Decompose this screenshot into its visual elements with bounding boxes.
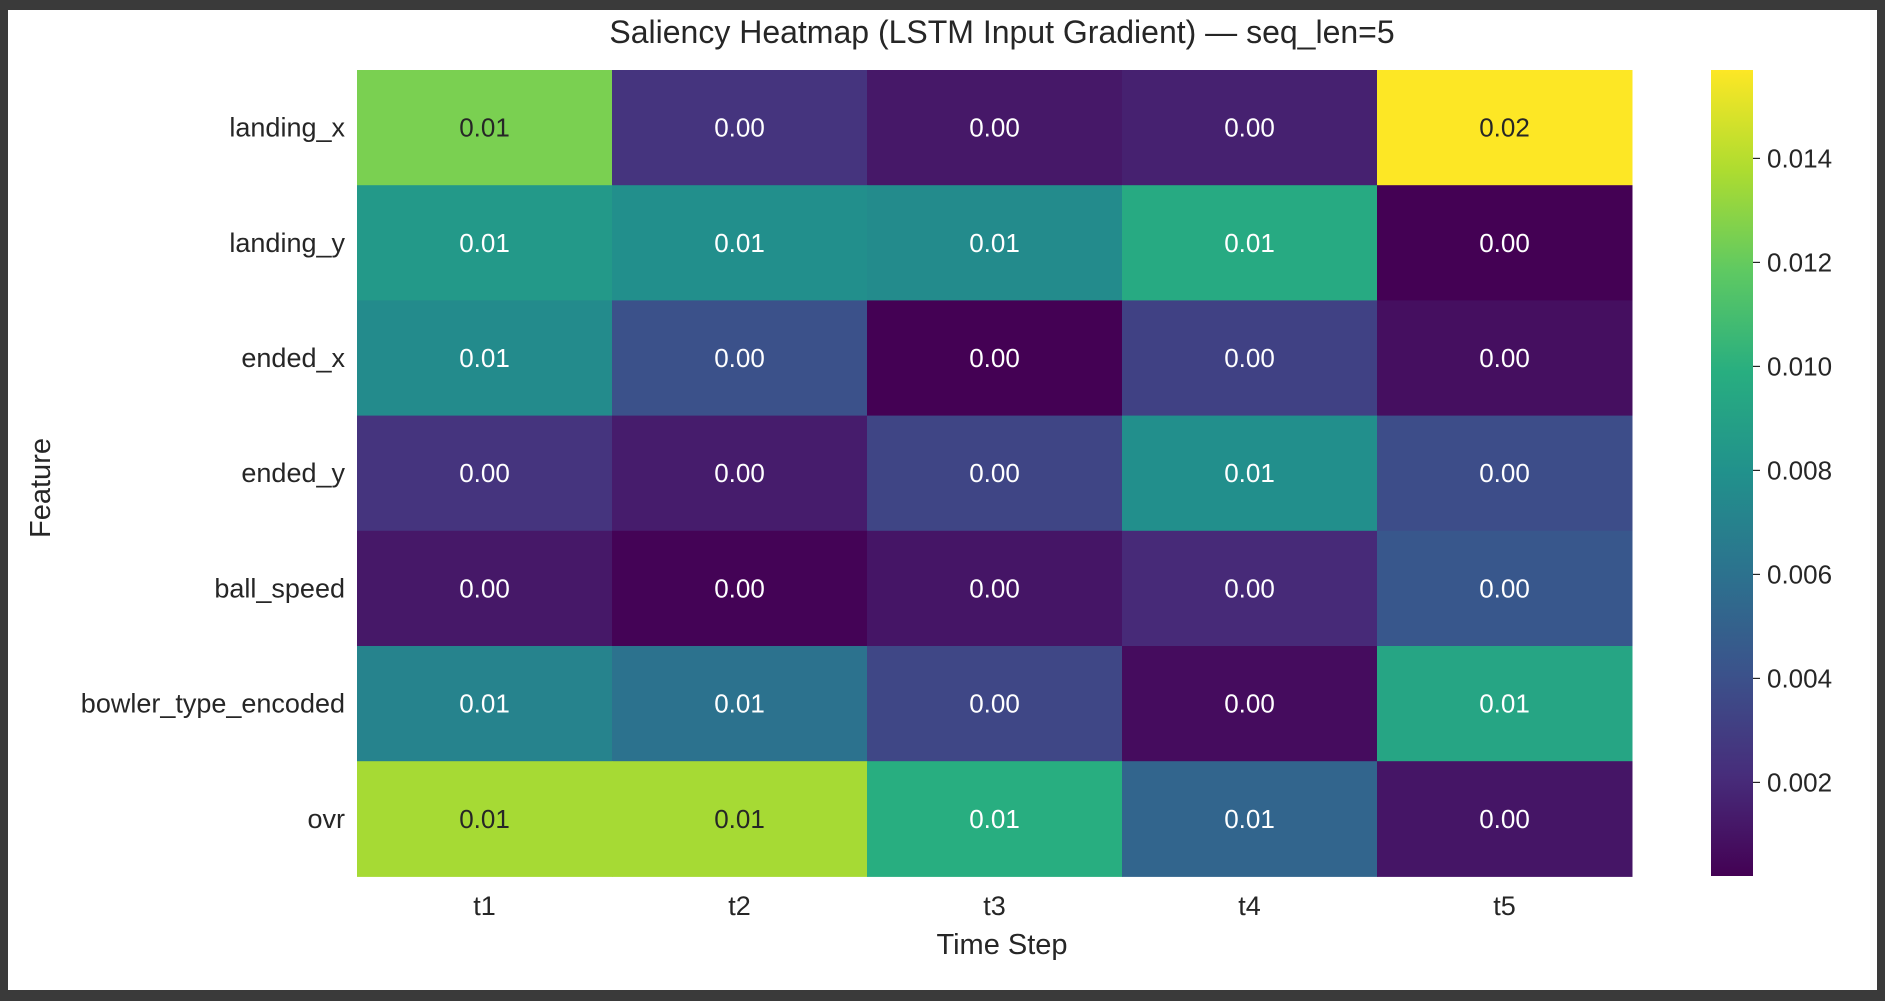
cell-annotation: 0.00 — [969, 113, 1020, 143]
heatmap-cell — [612, 300, 868, 417]
cell-annotation: 0.01 — [1224, 458, 1275, 488]
colorbar-tick-label: 0.012 — [1767, 247, 1832, 277]
heatmap-cell — [1377, 300, 1633, 417]
colorbar-tick-label: 0.010 — [1767, 351, 1832, 381]
heatmap-cell — [612, 415, 868, 532]
heatmap-cell — [612, 646, 868, 762]
y-tick-label: ended_x — [241, 343, 345, 373]
cell-annotation: 0.01 — [459, 689, 510, 719]
y-tick-label: landing_y — [229, 228, 345, 258]
cell-annotation: 0.01 — [1224, 804, 1275, 834]
heatmap-cell — [1377, 415, 1633, 532]
heatmap-cell — [867, 300, 1123, 417]
heatmap-cell — [357, 300, 613, 417]
colorbar — [1711, 70, 1753, 876]
heatmap-cell — [1122, 300, 1378, 417]
chart-title: Saliency Heatmap (LSTM Input Gradient) —… — [609, 14, 1394, 50]
cell-annotation: 0.00 — [1479, 573, 1530, 603]
cell-annotation: 0.00 — [1224, 343, 1275, 373]
x-tick-label: t1 — [473, 891, 496, 921]
cell-annotation: 0.00 — [1479, 458, 1530, 488]
cell-annotation: 0.01 — [459, 228, 510, 258]
colorbar-ticks: 0.002 0.004 0.006 0.008 0.010 0.012 0.014 — [1753, 143, 1832, 797]
colorbar-tick-label: 0.014 — [1767, 143, 1832, 173]
cell-annotation: 0.00 — [1224, 113, 1275, 143]
heatmap-cell — [1122, 415, 1378, 532]
cell-annotation: 0.00 — [1224, 689, 1275, 719]
heatmap-cell — [867, 70, 1123, 186]
heatmap-cell — [1122, 646, 1378, 762]
colorbar-tick-label: 0.002 — [1767, 767, 1832, 797]
y-tick-label: ball_speed — [214, 573, 345, 603]
x-tick-label: t5 — [1493, 891, 1516, 921]
y-tick-label: landing_x — [229, 113, 345, 143]
heatmap-cell — [867, 185, 1123, 301]
heatmap-cell — [867, 761, 1123, 877]
colorbar-tick-label: 0.008 — [1767, 455, 1832, 485]
cell-annotation: 0.01 — [459, 113, 510, 143]
heatmap-cell — [612, 185, 868, 301]
cell-annotation: 0.01 — [969, 804, 1020, 834]
heatmap-cell — [357, 70, 613, 186]
heatmap-cell — [612, 70, 868, 186]
cell-annotation: 0.00 — [714, 573, 765, 603]
y-tick-label: ended_y — [241, 458, 345, 488]
cell-annotation: 0.01 — [969, 228, 1020, 258]
cell-annotation: 0.01 — [459, 804, 510, 834]
heatmap-cell — [867, 646, 1123, 762]
cell-annotation: 0.00 — [714, 458, 765, 488]
heatmap-cell — [867, 530, 1123, 647]
heatmap-cell — [1377, 646, 1633, 762]
heatmap-cell — [357, 530, 613, 647]
cell-annotation: 0.01 — [714, 804, 765, 834]
x-tick-labels: t1 t2 t3 t4 t5 — [473, 891, 1516, 921]
cell-annotation: 0.00 — [1224, 573, 1275, 603]
cell-annotation: 0.01 — [714, 228, 765, 258]
x-axis-label: Time Step — [936, 929, 1067, 961]
colorbar-tick-label: 0.004 — [1767, 663, 1832, 693]
cell-annotation: 0.01 — [459, 343, 510, 373]
heatmap-cell — [357, 761, 613, 877]
heatmap-cell — [1377, 185, 1633, 301]
cell-annotation: 0.02 — [1479, 113, 1530, 143]
cell-annotation: 0.01 — [714, 689, 765, 719]
cell-annotation: 0.00 — [969, 689, 1020, 719]
cell-annotation: 0.00 — [969, 573, 1020, 603]
x-tick-label: t2 — [728, 891, 751, 921]
cell-annotation: 0.00 — [459, 458, 510, 488]
y-tick-labels: landing_x landing_y ended_x ended_y ball_spe… — [81, 113, 346, 834]
y-tick-label: bowler_type_encoded — [81, 689, 345, 719]
heatmap-cell — [1377, 70, 1633, 186]
chart-frame: Saliency Heatmap (LSTM Input Gradient) —… — [8, 10, 1877, 990]
heatmap-cell — [357, 646, 613, 762]
heatmap-cell — [1122, 761, 1378, 877]
heatmap-cell — [1122, 185, 1378, 301]
heatmap-cell — [612, 530, 868, 647]
heatmap-cells: 0.01 0.00 0.00 0.00 0.02 0.01 0.01 0.01 0.01 0.00… — [357, 70, 1633, 877]
cell-annotation: 0.00 — [969, 458, 1020, 488]
heatmap-cell — [1122, 530, 1378, 647]
y-axis-label: Feature — [25, 438, 57, 538]
x-tick-label: t3 — [983, 891, 1006, 921]
x-tick-label: t4 — [1238, 891, 1261, 921]
cell-annotation: 0.01 — [1479, 689, 1530, 719]
cell-annotation: 0.01 — [1224, 228, 1275, 258]
heatmap-cell — [1377, 530, 1633, 647]
colorbar-tick-label: 0.006 — [1767, 559, 1832, 589]
cell-annotation: 0.00 — [969, 343, 1020, 373]
cell-annotation: 0.00 — [1479, 804, 1530, 834]
cell-annotation: 0.00 — [1479, 228, 1530, 258]
heatmap-cell — [1122, 70, 1378, 186]
cell-annotation: 0.00 — [1479, 343, 1530, 373]
cell-annotation: 0.00 — [714, 343, 765, 373]
heatmap-cell — [357, 415, 613, 532]
heatmap-cell — [867, 415, 1123, 532]
heatmap-cell — [1377, 761, 1633, 877]
cell-annotation: 0.00 — [714, 113, 765, 143]
cell-annotation: 0.00 — [459, 573, 510, 603]
y-tick-label: ovr — [307, 804, 345, 834]
heatmap-cell — [612, 761, 868, 877]
heatmap-chart: Saliency Heatmap (LSTM Input Gradient) —… — [25, 14, 1832, 961]
heatmap-cell — [357, 185, 613, 301]
